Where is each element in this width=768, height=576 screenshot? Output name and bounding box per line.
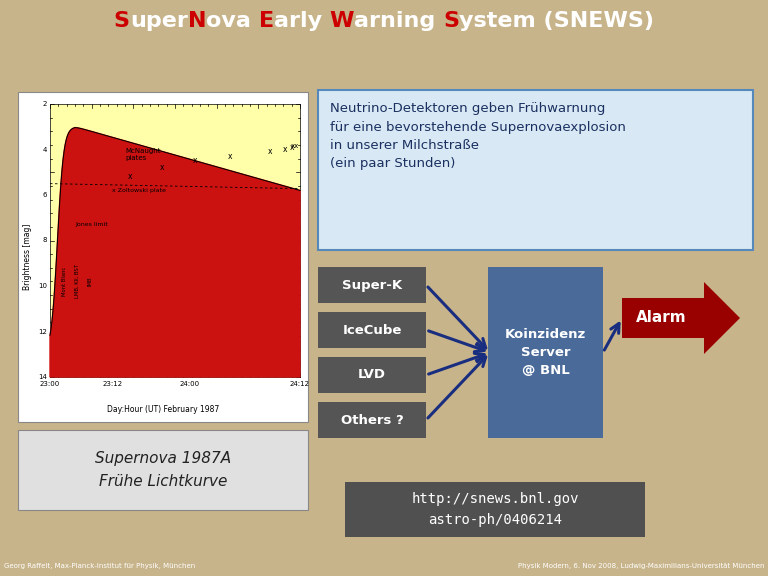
Text: 23:12: 23:12 <box>102 381 123 387</box>
Text: uper: uper <box>130 11 187 31</box>
Text: 4: 4 <box>43 146 47 153</box>
FancyBboxPatch shape <box>318 267 426 303</box>
Text: x: x <box>283 145 287 154</box>
Text: arly: arly <box>274 11 329 31</box>
Text: N: N <box>187 11 206 31</box>
FancyBboxPatch shape <box>318 90 753 250</box>
Text: Day:Hour (UT) February 1987: Day:Hour (UT) February 1987 <box>107 406 219 415</box>
Text: x: x <box>127 172 132 181</box>
FancyBboxPatch shape <box>345 482 645 537</box>
Text: 8: 8 <box>42 237 47 244</box>
Text: 14: 14 <box>38 374 47 380</box>
Text: Physik Modern, 6. Nov 2008, Ludwig-Maximilians-Universität München: Physik Modern, 6. Nov 2008, Ludwig-Maxim… <box>518 563 764 569</box>
Text: Brightness [mag]: Brightness [mag] <box>22 224 31 290</box>
Text: x: x <box>268 147 272 156</box>
Text: E: E <box>259 11 274 31</box>
Text: x: x <box>193 156 197 165</box>
Text: http://snews.bnl.gov
astro-ph/0406214: http://snews.bnl.gov astro-ph/0406214 <box>411 492 579 527</box>
Text: 2: 2 <box>43 101 47 107</box>
Text: Mont Blanc: Mont Blanc <box>62 267 68 296</box>
Text: S: S <box>443 11 459 31</box>
Text: arning: arning <box>354 11 443 31</box>
Text: 23:00: 23:00 <box>40 381 60 387</box>
Text: Super-K: Super-K <box>342 279 402 291</box>
Text: Others ?: Others ? <box>341 414 403 426</box>
FancyBboxPatch shape <box>50 104 300 377</box>
FancyBboxPatch shape <box>18 430 308 510</box>
Text: xx: xx <box>291 143 299 150</box>
Text: IMB: IMB <box>88 276 92 286</box>
Text: Koinzidenz
Server
@ BNL: Koinzidenz Server @ BNL <box>505 328 586 377</box>
Text: ystem (SNEWS): ystem (SNEWS) <box>459 11 654 31</box>
Polygon shape <box>622 298 704 338</box>
Text: x Zoltowski plate: x Zoltowski plate <box>112 188 167 193</box>
Text: Neutrino-Detektoren geben Frühwarnung
für eine bevorstehende Supernovaexplosion
: Neutrino-Detektoren geben Frühwarnung fü… <box>330 102 626 170</box>
Text: 24:00: 24:00 <box>180 381 200 387</box>
Polygon shape <box>704 282 740 354</box>
Text: Jones limit: Jones limit <box>75 222 108 227</box>
Text: x: x <box>228 152 232 161</box>
Text: x: x <box>161 163 165 172</box>
FancyBboxPatch shape <box>318 402 426 438</box>
Text: Alarm: Alarm <box>636 310 687 325</box>
FancyBboxPatch shape <box>318 357 426 393</box>
Text: 12: 12 <box>38 328 47 335</box>
Text: McNaught
plates: McNaught plates <box>125 148 161 161</box>
FancyBboxPatch shape <box>488 267 603 438</box>
Text: 6: 6 <box>42 192 47 198</box>
Text: 24:12: 24:12 <box>290 381 310 387</box>
Text: W: W <box>329 11 354 31</box>
Text: x: x <box>290 143 295 151</box>
Text: Georg Raffelt, Max-Planck-Institut für Physik, München: Georg Raffelt, Max-Planck-Institut für P… <box>4 563 195 569</box>
FancyBboxPatch shape <box>318 312 426 348</box>
Polygon shape <box>50 128 300 377</box>
Text: ova: ova <box>206 11 259 31</box>
Text: Supernova 1987A
Frühe Lichtkurve: Supernova 1987A Frühe Lichtkurve <box>95 452 231 488</box>
Text: S: S <box>114 11 130 31</box>
Text: LMB, KII, BST: LMB, KII, BST <box>75 264 80 298</box>
Text: IceCube: IceCube <box>343 324 402 336</box>
Text: 10: 10 <box>38 283 47 289</box>
FancyBboxPatch shape <box>18 92 308 422</box>
Text: LVD: LVD <box>358 369 386 381</box>
